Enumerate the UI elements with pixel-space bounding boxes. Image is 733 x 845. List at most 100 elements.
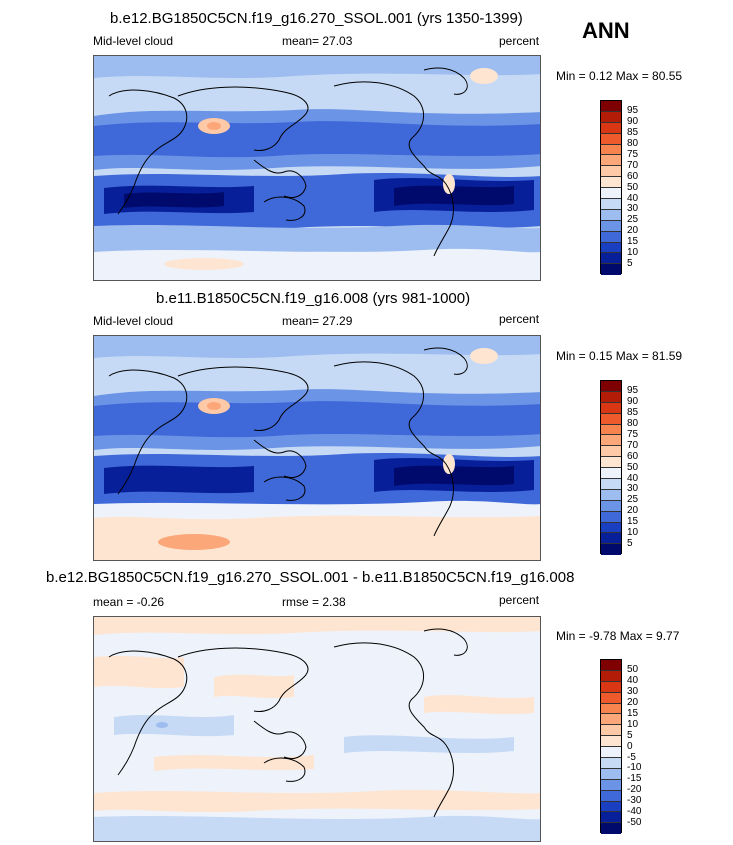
panel3-colorbar-tick: -20 (627, 784, 642, 795)
panel3-colorbar-tick: -10 (627, 762, 642, 773)
panel2-colorbar-swatch (601, 391, 621, 403)
panel1-colorbar-tick: 10 (627, 247, 639, 258)
panel1-units-label: percent (499, 34, 540, 48)
panel3-rmse-label: rmse = 2.38 (282, 595, 346, 609)
panel3-colorbar-tick: 15 (627, 708, 639, 719)
panel2-title: b.e11.B1850C5CN.f19_g16.008 (yrs 981-100… (156, 290, 471, 307)
panel3-colorbar (600, 659, 622, 835)
panel1-colorbar-swatch (601, 177, 621, 189)
panel1-colorbar-swatch (601, 155, 621, 167)
panel1-colorbar-tick: 15 (627, 236, 639, 247)
panel3-colorbar-swatch (601, 779, 621, 791)
panel3-colorbar-swatch (601, 747, 621, 759)
panel2-colorbar-tick: 75 (627, 429, 639, 440)
panel3-colorbar-swatch (601, 801, 621, 813)
panel1-colorbar-tick: 80 (627, 138, 639, 149)
panel1-map (93, 55, 541, 281)
panel1-colorbar-swatch (601, 199, 621, 210)
panel2-colorbar-swatch (601, 479, 621, 490)
panel3-units-label: percent (499, 593, 540, 607)
panel2-colorbar-tick: 20 (627, 505, 639, 516)
panel1-colorbar-swatch (601, 209, 621, 221)
panel3-colorbar-tick: -5 (627, 752, 636, 763)
panel2-colorbar-swatch (601, 500, 621, 512)
panel1-colorbar-tick: 50 (627, 182, 639, 193)
panel1-colorbar-swatch (601, 264, 621, 276)
panel3-colorbar-swatch (601, 823, 621, 835)
panel3-colorbar-swatch (601, 725, 621, 737)
panel1-colorbar-swatch (601, 253, 621, 265)
panel1-colorbar-swatch (601, 166, 621, 178)
panel2-colorbar-tick: 70 (627, 440, 639, 451)
panel2-colorbar-swatch (601, 511, 621, 523)
panel1-colorbar-tick: 25 (627, 214, 639, 225)
panel3-colorbar-swatch (601, 692, 621, 704)
panel1-colorbar-swatch (601, 111, 621, 123)
panel3-colorbar-tick: 0 (627, 741, 633, 752)
panel2-colorbar-swatch (601, 468, 621, 480)
panel3-colorbar-swatch (601, 736, 621, 748)
panel3-map (93, 616, 541, 842)
panel2-colorbar-tick: 50 (627, 462, 639, 473)
panel1-colorbar-swatch (601, 231, 621, 243)
panel3-mean-label: mean = -0.26 (93, 595, 165, 609)
panel1-colorbar-tick: 85 (627, 127, 639, 138)
panel2-colorbar-swatch (601, 489, 621, 501)
panel3-minmax: Min = -9.78 Max = 9.77 (556, 629, 680, 643)
panel1-colorbar-swatch (601, 242, 621, 254)
panel1-colorbar-swatch (601, 101, 621, 112)
panel2-map-svg (94, 336, 540, 560)
panel2-colorbar-tick: 30 (627, 483, 639, 494)
panel2-colorbar-tick: 15 (627, 516, 639, 527)
panel2-colorbar-tick: 25 (627, 494, 639, 505)
panel1-colorbar (600, 100, 622, 276)
panel3-colorbar-tick: -50 (627, 817, 642, 828)
panel3-colorbar-swatch (601, 758, 621, 769)
panel3-colorbar-tick: 40 (627, 675, 639, 686)
panel3-colorbar-swatch (601, 714, 621, 726)
panel1-colorbar-tick: 5 (627, 258, 633, 269)
panel3-colorbar-swatch (601, 660, 621, 671)
panel3-map-svg (94, 617, 540, 841)
panel2-colorbar-swatch (601, 544, 621, 556)
panel3-colorbar-tick: -30 (627, 795, 642, 806)
panel1-mean-label: mean= 27.03 (282, 34, 353, 48)
panel3-title: b.e12.BG1850C5CN.f19_g16.270_SSOL.001 - … (46, 569, 575, 586)
panel3-colorbar-tick: 20 (627, 697, 639, 708)
panel2-colorbar-tick: 90 (627, 396, 639, 407)
panel2-colorbar-swatch (601, 446, 621, 458)
panel2-colorbar-swatch (601, 522, 621, 534)
panel1-title: b.e12.BG1850C5CN.f19_g16.270_SSOL.001 (y… (110, 10, 523, 27)
panel2-colorbar-swatch (601, 435, 621, 447)
panel1-variable-label: Mid-level cloud (93, 34, 174, 48)
panel2-colorbar-swatch (601, 424, 621, 436)
panel3-colorbar-tick: 30 (627, 686, 639, 697)
panel1-colorbar-tick: 20 (627, 225, 639, 236)
panel2-colorbar-swatch (601, 402, 621, 414)
panel2-variable-label: Mid-level cloud (93, 314, 174, 328)
panel2-units-label: percent (499, 312, 540, 326)
panel1-colorbar-swatch (601, 144, 621, 156)
panel1-colorbar-tick: 60 (627, 171, 639, 182)
panel1-colorbar-tick: 90 (627, 116, 639, 127)
panel1-colorbar-swatch (601, 133, 621, 145)
panel2-colorbar-swatch (601, 381, 621, 392)
panel1-colorbar-swatch (601, 220, 621, 232)
panel3-colorbar-swatch (601, 790, 621, 802)
panel1-minmax: Min = 0.12 Max = 80.55 (556, 69, 683, 83)
panel1-colorbar-swatch (601, 188, 621, 200)
panel3-colorbar-tick: -40 (627, 806, 642, 817)
panel2-colorbar-tick: 10 (627, 527, 639, 538)
panel1-colorbar-tick: 40 (627, 193, 639, 204)
panel2-colorbar-swatch (601, 533, 621, 545)
panel1-colorbar-swatch (601, 122, 621, 134)
panel3-colorbar-tick: -15 (627, 773, 642, 784)
panel3-colorbar-swatch (601, 703, 621, 715)
panel2-colorbar-tick: 80 (627, 418, 639, 429)
panel3-colorbar-swatch (601, 768, 621, 780)
panel3-colorbar-swatch (601, 670, 621, 682)
panel1-colorbar-tick: 30 (627, 203, 639, 214)
panel2-colorbar-tick: 85 (627, 407, 639, 418)
panel3-colorbar-tick: 5 (627, 730, 633, 741)
panel2-colorbar-tick: 40 (627, 473, 639, 484)
